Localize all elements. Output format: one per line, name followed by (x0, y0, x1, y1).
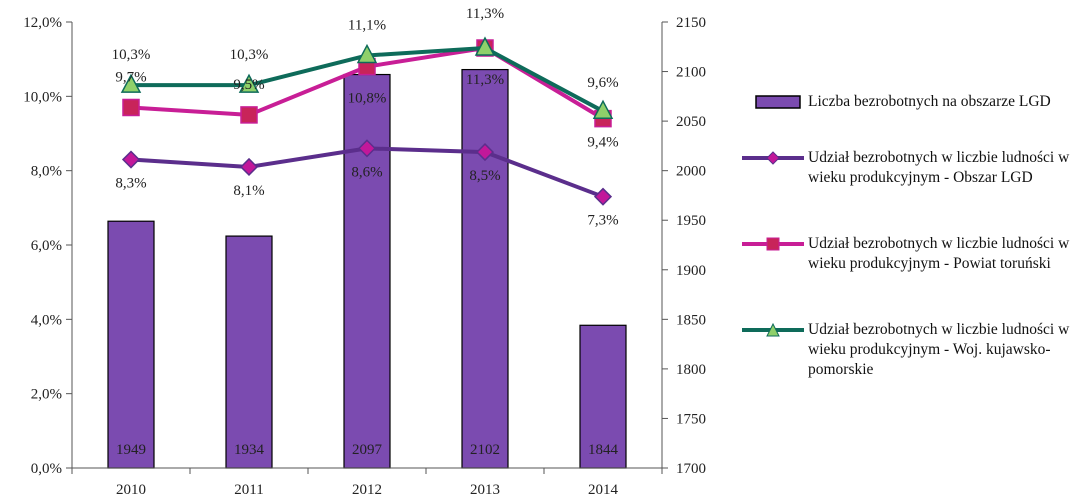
data-label-series-1-2014: 9,4% (587, 135, 618, 151)
right-tick-label: 1850 (676, 312, 706, 328)
bar-2013 (461, 68, 509, 469)
axes-layer: 0,0% 2,0% 4,0% 6,0% 8,0% 10,0% 12,0% 1700 1750 18… (23, 15, 706, 498)
x-tick-label-2011: 2011 (234, 482, 263, 498)
bar-value-label-2011: 1934 (234, 442, 265, 458)
chart-legend: Liczba bezrobotnych na obszarze LGD Udzi… (742, 92, 1082, 406)
bars-layer (107, 68, 627, 469)
legend-swatch-lgd (742, 151, 804, 165)
right-tick-label: 2100 (676, 65, 706, 81)
data-label-series-1-2013: 11,3% (466, 72, 504, 88)
bar-2011 (225, 235, 273, 469)
data-label-series-2-2014: 9,6% (587, 75, 618, 91)
data-label-series-1-2010: 9,7% (115, 69, 146, 85)
left-tick-label: 4,0% (31, 312, 62, 328)
left-tick-label: 12,0% (23, 15, 62, 31)
data-label-series-0-2010: 8,3% (115, 176, 146, 192)
left-tick-label: 6,0% (31, 238, 62, 254)
bar-value-label-2010: 1949 (116, 442, 146, 458)
marker-series-0-2011 (239, 157, 259, 177)
marker-series-2-2014 (592, 99, 614, 119)
right-tick-label: 1750 (676, 411, 706, 427)
marker-series-1-2011 (240, 106, 258, 124)
data-label-series-0-2013: 8,5% (469, 168, 500, 184)
data-label-series-2-2011: 10,3% (230, 47, 269, 63)
data-label-series-1-2012: 10,8% (348, 91, 387, 107)
marker-series-0-2014 (593, 187, 613, 206)
legend-label-lgd: Udział bezrobotnych w liczbie ludności w… (808, 149, 1070, 186)
lines-layer (120, 36, 614, 206)
bar-value-label-2014: 1844 (588, 442, 619, 458)
right-tick-label: 2050 (676, 114, 706, 130)
left-tick-label: 10,0% (23, 89, 62, 105)
legend-item-woj: Udział bezrobotnych w liczbie ludności w… (742, 320, 1082, 406)
left-tick-label: 0,0% (31, 461, 62, 477)
legend-label-bars: Liczba bezrobotnych na obszarze LGD (808, 93, 1051, 110)
legend-item-lgd: Udział bezrobotnych w liczbie ludności w… (742, 148, 1082, 234)
marker-series-2-2010 (120, 73, 142, 93)
marker-series-0-2012 (357, 139, 377, 158)
legend-label-woj: Udział bezrobotnych w liczbie ludności w… (808, 321, 1070, 378)
legend-item-powiat: Udział bezrobotnych w liczbie ludności w… (742, 234, 1082, 320)
right-tick-label: 1900 (676, 263, 706, 279)
data-label-series-2-2013: 11,3% (466, 6, 504, 22)
bar-value-label-2012: 2097 (352, 442, 383, 458)
labels-layer: 1949 1934 2097 2102 1844 8,3% 8,1% 8,6% 8,5% 7,3%… (112, 6, 619, 458)
legend-label-powiat: Udział bezrobotnych w liczbie ludności w… (808, 235, 1070, 272)
bar-2010 (107, 220, 155, 469)
data-label-series-2-2010: 10,3% (112, 47, 151, 63)
x-tick-label-2010: 2010 (116, 482, 146, 498)
marker-series-2-2013 (474, 36, 496, 56)
right-tick-label: 1700 (676, 461, 706, 477)
data-label-series-1-2011: 9,5% (233, 77, 264, 93)
data-label-series-0-2014: 7,3% (587, 213, 618, 229)
right-tick-label: 2150 (676, 15, 706, 31)
bar-value-label-2013: 2102 (470, 442, 500, 458)
x-tick-label-2013: 2013 (470, 482, 500, 498)
data-label-series-0-2012: 8,6% (351, 164, 382, 180)
right-tick-label: 1950 (676, 213, 706, 229)
legend-swatch-bars (755, 95, 801, 109)
left-tick-label: 8,0% (31, 164, 62, 180)
marker-series-1-2010 (122, 98, 140, 117)
marker-series-2-2012 (356, 43, 378, 64)
marker-series-2-2011 (238, 73, 260, 93)
x-tick-label-2012: 2012 (352, 482, 382, 498)
legend-item-bars: Liczba bezrobotnych na obszarze LGD (742, 92, 1082, 148)
legend-swatch-woj (742, 322, 804, 337)
bar-2012 (343, 73, 391, 469)
right-tick-label: 1800 (676, 362, 706, 378)
right-tick-label: 2000 (676, 164, 706, 180)
marker-series-0-2010 (121, 150, 141, 169)
data-label-series-2-2012: 11,1% (348, 17, 386, 33)
left-tick-label: 2,0% (31, 387, 62, 403)
legend-swatch-powiat (742, 237, 804, 251)
data-label-series-0-2011: 8,1% (233, 183, 264, 199)
marker-series-0-2013 (475, 143, 495, 162)
x-tick-label-2014: 2014 (588, 482, 619, 498)
